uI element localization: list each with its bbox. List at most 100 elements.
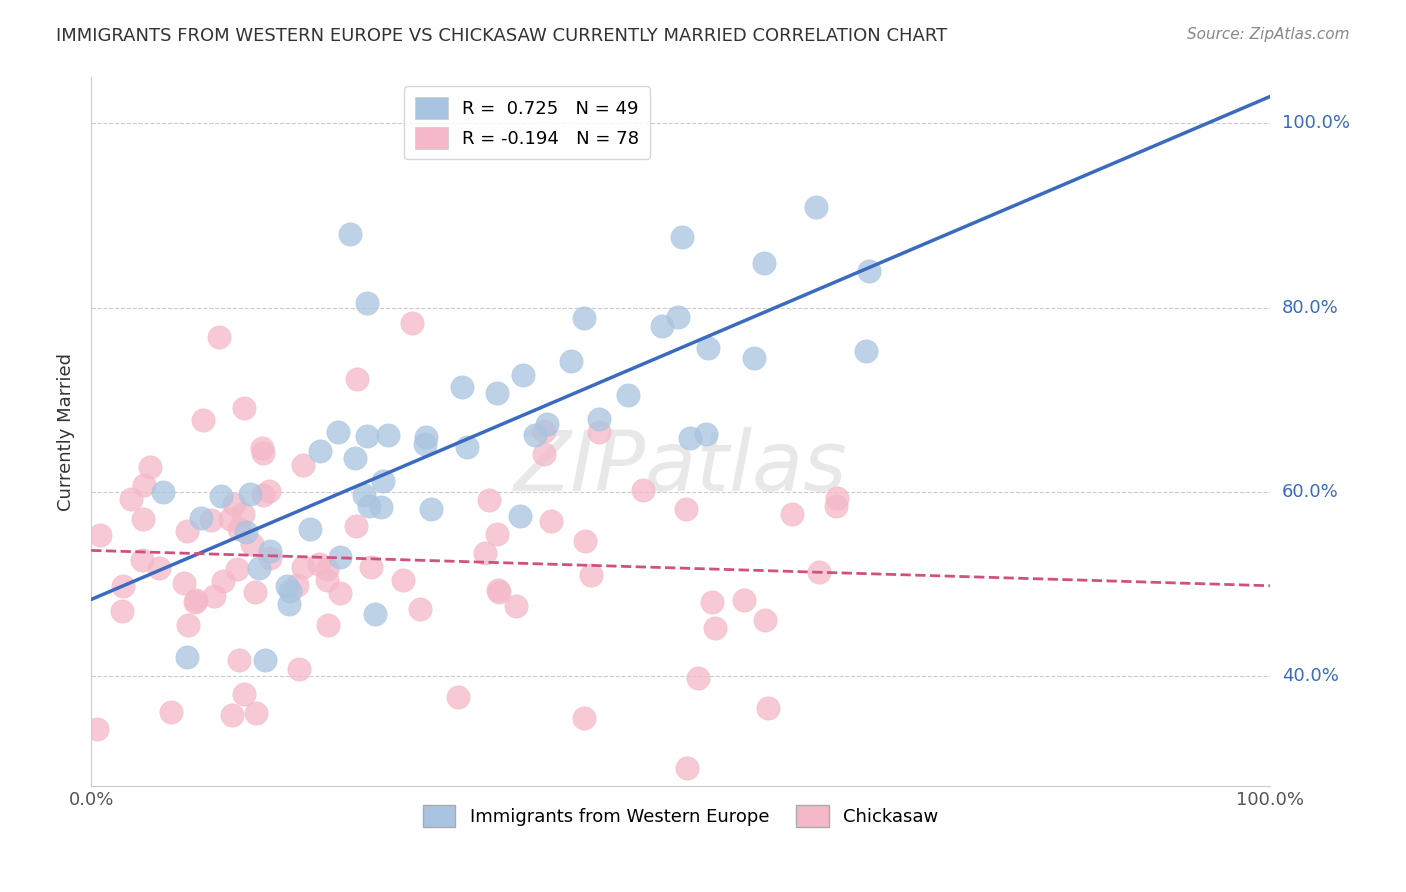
Point [533, 425, 555, 439]
Point [588, 411, 610, 425]
Point [572, 311, 595, 326]
Point [252, 488, 274, 502]
Point [131, 553, 153, 567]
Point [409, 602, 432, 616]
Point [572, 711, 595, 725]
Point [120, 491, 142, 506]
Point [485, 386, 508, 401]
Point [413, 437, 436, 451]
Point [209, 489, 232, 503]
Point [233, 687, 256, 701]
Point [212, 574, 235, 588]
Point [509, 509, 531, 524]
Point [359, 499, 381, 513]
Text: Source: ZipAtlas.com: Source: ZipAtlas.com [1187, 27, 1350, 42]
Point [392, 574, 415, 588]
Legend: Immigrants from Western Europe, Chickasaw: Immigrants from Western Europe, Chickasa… [415, 797, 946, 834]
Point [666, 310, 689, 324]
Point [754, 256, 776, 270]
Text: 60.0%: 60.0% [1282, 483, 1339, 500]
Point [329, 550, 352, 565]
Point [184, 593, 207, 607]
Point [671, 230, 693, 244]
Text: 40.0%: 40.0% [1282, 667, 1339, 685]
Point [112, 579, 135, 593]
Point [536, 417, 558, 432]
Point [478, 492, 501, 507]
Point [308, 558, 330, 572]
Point [419, 501, 441, 516]
Point [259, 543, 281, 558]
Point [695, 426, 717, 441]
Point [617, 387, 640, 401]
Point [733, 593, 755, 607]
Point [780, 507, 803, 521]
Point [485, 527, 508, 541]
Point [697, 342, 720, 356]
Point [401, 316, 423, 330]
Point [855, 344, 877, 359]
Point [370, 500, 392, 515]
Point [288, 662, 311, 676]
Point [540, 514, 562, 528]
Point [560, 354, 582, 368]
Point [285, 578, 308, 592]
Point [249, 561, 271, 575]
Point [651, 319, 673, 334]
Point [474, 546, 496, 560]
Point [512, 368, 534, 382]
Point [360, 559, 382, 574]
Point [278, 583, 301, 598]
Point [276, 578, 298, 592]
Point [686, 671, 709, 685]
Point [371, 474, 394, 488]
Point [825, 500, 848, 514]
Y-axis label: Currently Married: Currently Married [58, 353, 75, 511]
Text: IMMIGRANTS FROM WESTERN EUROPE VS CHICKASAW CURRENTLY MARRIED CORRELATION CHART: IMMIGRANTS FROM WESTERN EUROPE VS CHICKA… [56, 27, 948, 45]
Point [678, 432, 700, 446]
Point [356, 296, 378, 310]
Point [226, 562, 249, 576]
Point [588, 425, 610, 440]
Point [804, 200, 827, 214]
Text: 80.0%: 80.0% [1282, 299, 1339, 317]
Point [675, 501, 697, 516]
Point [235, 524, 257, 539]
Point [111, 604, 134, 618]
Point [177, 618, 200, 632]
Point [825, 491, 848, 505]
Point [89, 528, 111, 542]
Point [132, 511, 155, 525]
Point [533, 447, 555, 461]
Point [292, 458, 315, 472]
Point [221, 708, 243, 723]
Point [676, 761, 699, 775]
Point [173, 576, 195, 591]
Point [257, 483, 280, 498]
Point [807, 565, 830, 579]
Point [240, 537, 263, 551]
Point [858, 264, 880, 278]
Point [291, 560, 314, 574]
Point [239, 486, 262, 500]
Point [254, 653, 277, 667]
Point [219, 512, 242, 526]
Point [356, 429, 378, 443]
Point [346, 372, 368, 386]
Point [703, 621, 725, 635]
Point [232, 507, 254, 521]
Point [631, 483, 654, 498]
Point [259, 551, 281, 566]
Point [329, 586, 352, 600]
Point [700, 595, 723, 609]
Point [208, 330, 231, 344]
Point [152, 484, 174, 499]
Point [132, 478, 155, 492]
Point [250, 441, 273, 455]
Point [377, 428, 399, 442]
Point [756, 701, 779, 715]
Point [316, 617, 339, 632]
Point [245, 706, 267, 720]
Point [315, 562, 337, 576]
Point [243, 585, 266, 599]
